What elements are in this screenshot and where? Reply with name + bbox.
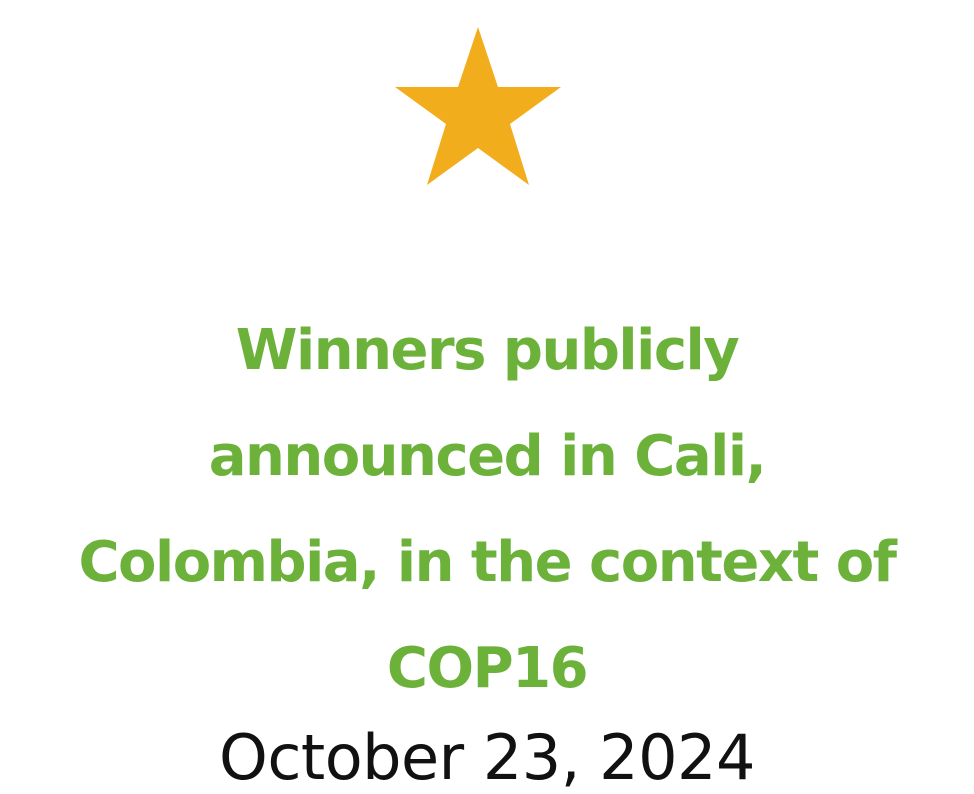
headline-line-3: Colombia, in the context of (78, 530, 897, 595)
headline: Winners publicly announced in Cali, Colo… (0, 298, 974, 722)
headline-line-4: COP16 (386, 636, 589, 701)
star-shape (395, 27, 561, 185)
headline-line-1: Winners publicly (235, 318, 740, 383)
announcement-date: October 23, 2024 (219, 721, 755, 794)
star-icon (393, 27, 563, 187)
headline-line-2: announced in Cali, (208, 424, 767, 489)
